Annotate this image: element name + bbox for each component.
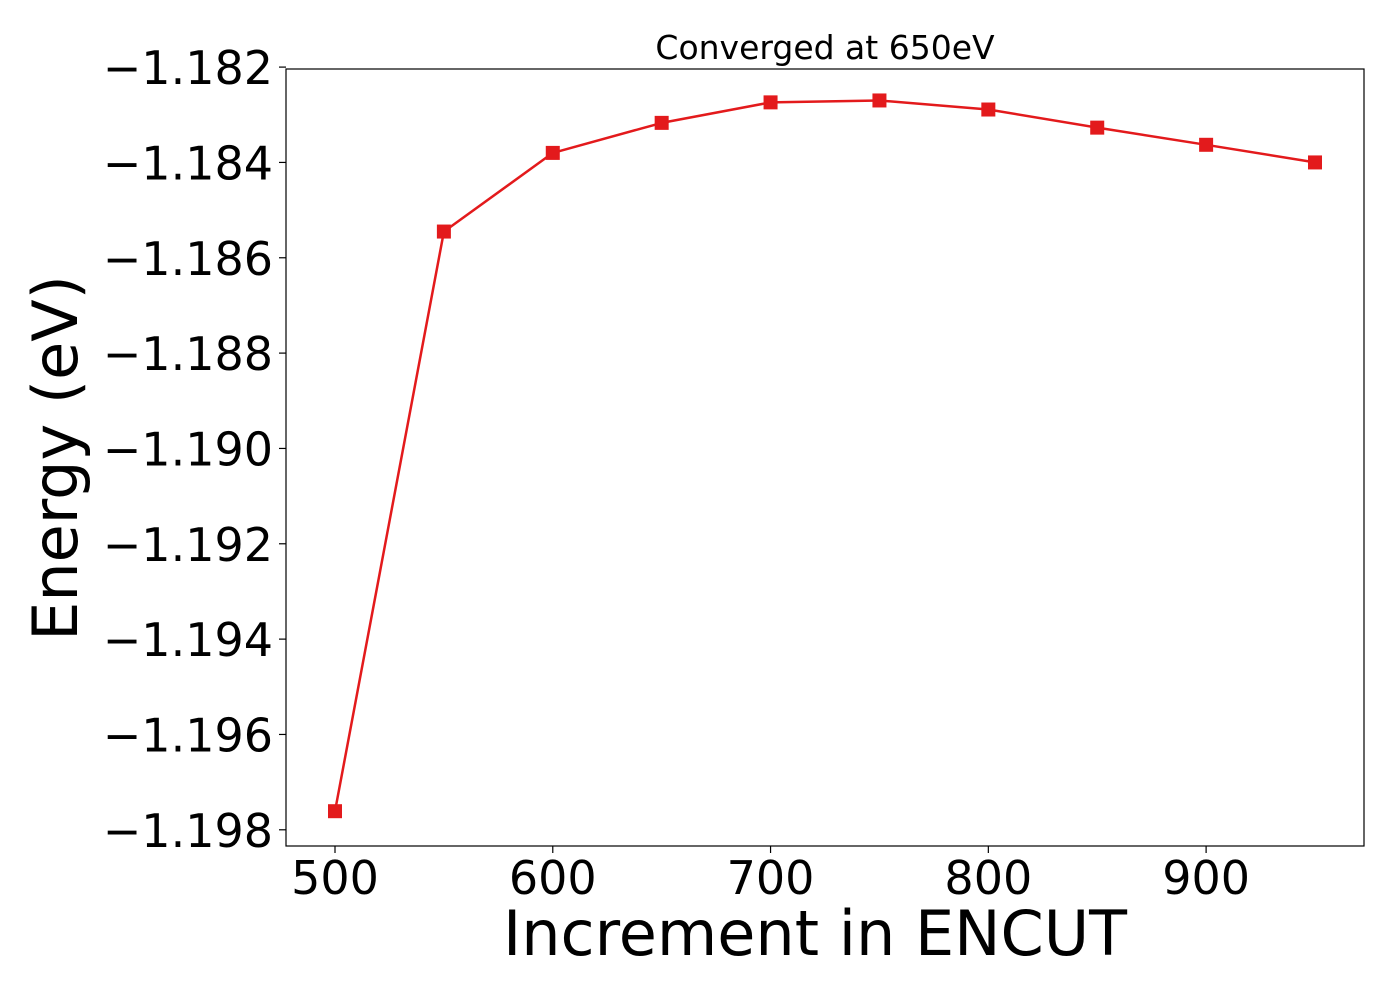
x-tick-label: 700 [727, 851, 815, 905]
x-axis-label: Increment in ENCUT [503, 897, 1128, 970]
data-point-marker [872, 93, 887, 108]
y-tick-label: −1.182 [103, 41, 273, 95]
data-point-marker [654, 115, 669, 130]
x-tick-label: 800 [944, 851, 1032, 905]
axes-frame [285, 68, 1365, 847]
data-point-marker [1308, 155, 1322, 170]
chart-title: Converged at 650eV [655, 28, 995, 67]
y-axis: −1.182 −1.184 −1.186 −1.188 −1.190 −1.192 −1.1… [103, 41, 286, 858]
data-point-marker [436, 224, 451, 239]
y-axis-label: Energy (eV) [19, 275, 92, 641]
y-tick-label: −1.198 [103, 804, 273, 858]
y-tick-label: −1.190 [103, 422, 273, 476]
x-tick-label: 500 [291, 851, 379, 905]
data-point-marker [763, 95, 778, 110]
y-tick-label: −1.192 [103, 518, 273, 572]
plot-area [285, 68, 1365, 847]
x-tick-label: 900 [1162, 851, 1250, 905]
data-point-marker [545, 145, 560, 160]
series-line [333, 99, 1316, 812]
y-tick-label: −1.194 [103, 613, 273, 667]
data-point-marker [1199, 137, 1214, 152]
y-tick-label: −1.186 [103, 232, 273, 286]
y-tick-label: −1.184 [103, 136, 273, 190]
x-axis: 500 600 700 800 900 [291, 846, 1250, 905]
series-layer [328, 93, 1322, 819]
y-tick-label: −1.188 [103, 327, 273, 381]
data-point-marker [1090, 120, 1105, 135]
x-tick-label: 600 [509, 851, 597, 905]
data-point-marker [328, 804, 342, 819]
data-point-marker [981, 102, 996, 117]
y-tick-label: −1.196 [103, 708, 273, 762]
